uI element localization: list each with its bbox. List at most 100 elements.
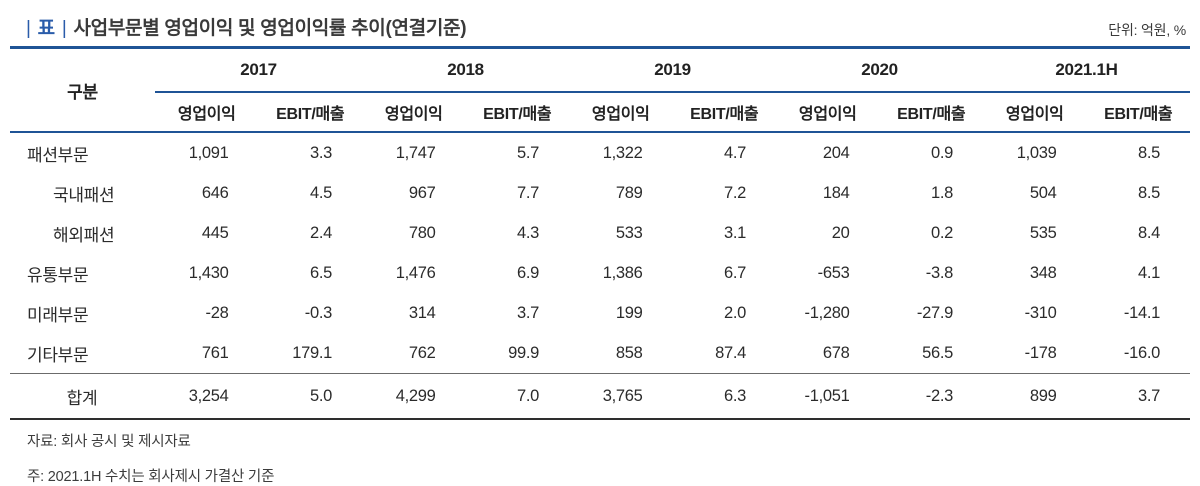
segment-operating-profit-table: 구분 2017 2018 2019 2020 2021.1H 영업이익 EBIT… bbox=[10, 46, 1190, 420]
cell: 678 bbox=[822, 343, 850, 362]
cell: 4.3 bbox=[516, 223, 539, 242]
row-label-distribution: 유통부문 bbox=[27, 265, 89, 285]
cell: 3.1 bbox=[723, 223, 746, 242]
cell: 6.5 bbox=[309, 263, 332, 282]
cell: 7.7 bbox=[516, 183, 539, 202]
cell: 1,747 bbox=[395, 143, 436, 162]
row-label-future: 미래부문 bbox=[27, 305, 89, 325]
table-row-distribution: 유통부문 1,430 6.5 1,476 6.9 1,386 6.7 -653 … bbox=[10, 253, 1190, 293]
table-row-other: 기타부문 761 179.1 762 99.9 858 87.4 678 56.… bbox=[10, 333, 1190, 374]
row-label-fashion: 패션부문 bbox=[27, 145, 89, 165]
cell: 8.5 bbox=[1137, 143, 1160, 162]
cell: 6.9 bbox=[516, 263, 539, 282]
cell: 6.7 bbox=[723, 263, 746, 282]
year-header-2017: 2017 bbox=[155, 47, 362, 93]
cell: -28 bbox=[205, 303, 229, 322]
cell: 5.0 bbox=[258, 373, 362, 420]
cell: 8.5 bbox=[1137, 183, 1160, 202]
cell: 3.7 bbox=[516, 303, 539, 322]
cell: 967 bbox=[408, 183, 436, 202]
cell: 314 bbox=[408, 303, 436, 322]
cell: 4.7 bbox=[723, 143, 746, 162]
cell: -16.0 bbox=[1123, 343, 1160, 362]
subheader-ebit-margin: EBIT/매출 bbox=[879, 92, 983, 133]
cell: 7.2 bbox=[723, 183, 746, 202]
cell: 1,091 bbox=[188, 143, 229, 162]
cell: -1,280 bbox=[804, 303, 850, 322]
cell: -14.1 bbox=[1123, 303, 1160, 322]
cell: 1,322 bbox=[602, 143, 643, 162]
cell: 5.7 bbox=[516, 143, 539, 162]
table-row-domestic-fashion: 국내패션 646 4.5 967 7.7 789 7.2 184 1.8 504… bbox=[10, 173, 1190, 213]
cell: 6.3 bbox=[672, 373, 776, 420]
cell: 99.9 bbox=[508, 343, 539, 362]
cell: 179.1 bbox=[292, 343, 332, 362]
cell: -310 bbox=[1024, 303, 1057, 322]
subheader-op-profit: 영업이익 bbox=[155, 92, 259, 133]
cell: 858 bbox=[615, 343, 643, 362]
subheader-op-profit: 영업이익 bbox=[362, 92, 466, 133]
cell: 3,765 bbox=[569, 373, 673, 420]
title-divider-right: | bbox=[61, 18, 67, 39]
cell: 504 bbox=[1029, 183, 1057, 202]
cell: 445 bbox=[201, 223, 229, 242]
subheader-op-profit: 영업이익 bbox=[983, 92, 1087, 133]
cell: -2.3 bbox=[879, 373, 983, 420]
cell: 4.5 bbox=[309, 183, 332, 202]
cell: 535 bbox=[1029, 223, 1057, 242]
corner-header: 구분 bbox=[10, 47, 155, 133]
cell: 2.4 bbox=[309, 223, 332, 242]
cell: 1,039 bbox=[1016, 143, 1057, 162]
row-label-other: 기타부문 bbox=[27, 345, 89, 365]
cell: 789 bbox=[615, 183, 643, 202]
cell: 184 bbox=[822, 183, 850, 202]
cell: 204 bbox=[822, 143, 850, 162]
table-row-future: 미래부문 -28 -0.3 314 3.7 199 2.0 -1,280 -27… bbox=[10, 293, 1190, 333]
cell: 899 bbox=[983, 373, 1087, 420]
cell: -0.3 bbox=[304, 303, 333, 322]
table-title: | 표 | 사업부문별 영업이익 및 영업이익률 추이(연결기준) bbox=[26, 13, 467, 40]
table-row-fashion: 패션부문 1,091 3.3 1,747 5.7 1,322 4.7 204 0… bbox=[10, 132, 1190, 173]
cell: 7.0 bbox=[465, 373, 569, 420]
cell: 0.2 bbox=[930, 223, 953, 242]
cell: 0.9 bbox=[930, 143, 953, 162]
cell: 4.1 bbox=[1137, 263, 1160, 282]
cell: 2.0 bbox=[723, 303, 746, 322]
cell: 3.3 bbox=[309, 143, 332, 162]
row-label-total: 합계 bbox=[10, 373, 155, 420]
year-header-row: 구분 2017 2018 2019 2020 2021.1H bbox=[10, 47, 1190, 133]
title-text: 사업부문별 영업이익 및 영업이익률 추이(연결기준) bbox=[73, 18, 467, 39]
cell: 780 bbox=[408, 223, 436, 242]
title-divider-left: | bbox=[26, 18, 31, 39]
unit-label: 단위: 억원, % bbox=[1108, 22, 1186, 38]
subheader-op-profit: 영업이익 bbox=[569, 92, 673, 133]
cell: 1,476 bbox=[395, 263, 436, 282]
title-tag: 표 bbox=[37, 18, 55, 39]
cell: -3.8 bbox=[925, 263, 954, 282]
row-label-overseas-fashion: 해외패션 bbox=[53, 225, 115, 245]
cell: 646 bbox=[201, 183, 229, 202]
cell: 4,299 bbox=[362, 373, 466, 420]
subheader-ebit-margin: EBIT/매출 bbox=[258, 92, 362, 133]
table-row-overseas-fashion: 해외패션 445 2.4 780 4.3 533 3.1 20 0.2 535 … bbox=[10, 213, 1190, 253]
cell: 533 bbox=[615, 223, 643, 242]
year-header-2018: 2018 bbox=[362, 47, 569, 93]
year-header-2020: 2020 bbox=[776, 47, 983, 93]
subheader-op-profit: 영업이익 bbox=[776, 92, 880, 133]
cell: 762 bbox=[408, 343, 436, 362]
title-bar: | 표 | 사업부문별 영업이익 및 영업이익률 추이(연결기준) 단위: 억원… bbox=[0, 0, 1200, 46]
cell: 56.5 bbox=[922, 343, 953, 362]
cell: -178 bbox=[1024, 343, 1057, 362]
cell: 87.4 bbox=[715, 343, 746, 362]
cell: -653 bbox=[817, 263, 850, 282]
subheader-row: 영업이익 EBIT/매출 영업이익 EBIT/매출 영업이익 EBIT/매출 영… bbox=[10, 92, 1190, 133]
year-header-2019: 2019 bbox=[569, 47, 776, 93]
cell: 1,430 bbox=[188, 263, 229, 282]
cell: 3.7 bbox=[1086, 373, 1190, 420]
cell: -1,051 bbox=[776, 373, 880, 420]
year-header-2021-1h: 2021.1H bbox=[983, 47, 1190, 93]
subheader-ebit-margin: EBIT/매출 bbox=[1086, 92, 1190, 133]
cell: 199 bbox=[615, 303, 643, 322]
cell: 761 bbox=[201, 343, 229, 362]
